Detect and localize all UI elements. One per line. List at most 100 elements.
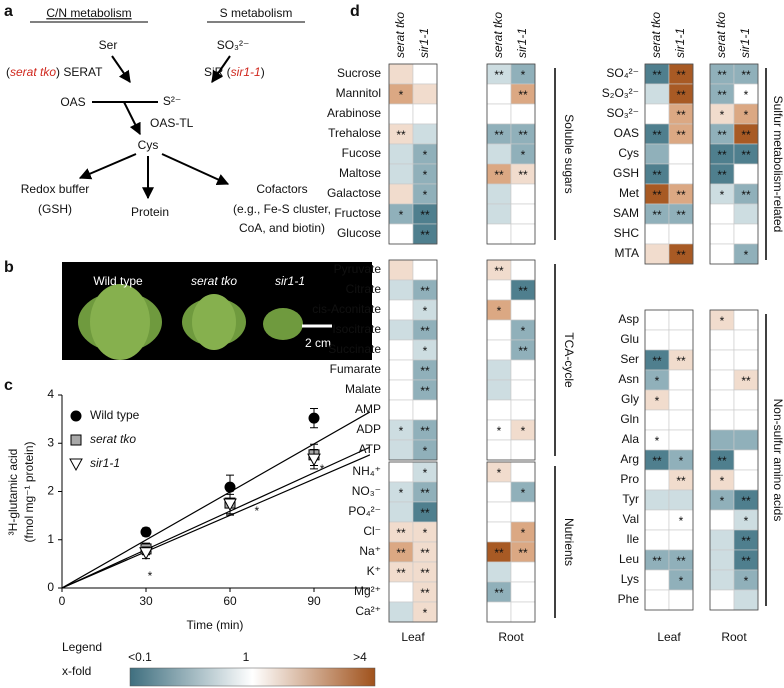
metabolite: Cys [138, 138, 159, 152]
heatmap-cell [644, 569, 670, 591]
row-label: Mannitol [336, 86, 381, 100]
heatmap-cell [510, 203, 536, 225]
heatmap-cell [510, 501, 536, 523]
significance: * [720, 108, 725, 122]
row-label: Cl⁻ [363, 524, 381, 538]
y-tick-label: 0 [47, 580, 54, 594]
block-outline [486, 63, 536, 245]
heatmap-cell [668, 409, 694, 431]
point [308, 412, 320, 424]
legend-label: Wild type [90, 408, 140, 422]
significance: ** [652, 168, 662, 182]
row-label: Isocitrate [332, 322, 381, 336]
heatmap-cell [486, 339, 512, 361]
heatmap-cell [644, 469, 670, 491]
row-label: Fucose [342, 146, 382, 160]
row-label: MTA [615, 246, 639, 260]
row-label: SHC [614, 226, 640, 240]
significance: ** [420, 284, 430, 298]
legend-title: Legend [62, 640, 102, 654]
annotation: * [320, 462, 325, 476]
row-label: Fumarate [330, 362, 382, 376]
significance: * [423, 606, 428, 620]
significance: ** [494, 68, 504, 82]
heatmap-cell [668, 369, 694, 391]
heatmap-cell [709, 409, 735, 431]
arrow [111, 55, 131, 83]
heatmap-cell [486, 521, 512, 543]
significance: ** [676, 248, 686, 262]
heatmap-cell [733, 223, 759, 245]
row-label: Malate [345, 382, 381, 396]
significance: ** [518, 88, 528, 102]
group-label: Soluble sugars [562, 114, 576, 193]
arrow [123, 101, 141, 136]
row-label: Maltose [339, 166, 381, 180]
row-label: Pyruvate [334, 262, 382, 276]
significance: * [679, 574, 684, 588]
heatmap-cell [412, 399, 438, 421]
row-label: NO₃⁻ [352, 484, 381, 498]
heatmap-cell [733, 589, 759, 611]
annotation: * [255, 504, 260, 518]
column-header: sir1-1 [417, 28, 431, 58]
heatmap-cell [644, 223, 670, 245]
heatmap-cell [486, 379, 512, 401]
column-header: sir1-1 [673, 28, 687, 58]
significance: ** [717, 168, 727, 182]
significance: * [423, 148, 428, 162]
heatmap-cell [709, 243, 735, 265]
text: ) [261, 65, 265, 79]
significance: * [423, 304, 428, 318]
metabolite: OAS [60, 95, 85, 109]
heatmap-cell [412, 123, 438, 145]
point [70, 434, 82, 446]
significance: * [744, 108, 749, 122]
y-tick-label: 1 [47, 532, 54, 546]
row-label: Ser [620, 352, 639, 366]
significance: ** [652, 454, 662, 468]
significance: ** [396, 128, 406, 142]
heatmap-cell [644, 589, 670, 611]
significance: ** [741, 554, 751, 568]
block-outline [388, 63, 438, 245]
significance: * [655, 394, 660, 408]
point [70, 410, 82, 422]
row-label: Glucose [337, 226, 381, 240]
heatmap-cell [644, 489, 670, 511]
significance: ** [717, 128, 727, 142]
significance: ** [741, 188, 751, 202]
heatmap-cell [486, 103, 512, 125]
legend-label: 1 [243, 650, 250, 664]
significance: * [423, 344, 428, 358]
point [139, 547, 153, 560]
group-label: Sulfur metabolism-related [771, 96, 784, 233]
significance: ** [494, 264, 504, 278]
significance: ** [518, 128, 528, 142]
row-label: ADP [356, 422, 381, 436]
heatmap-cell [388, 279, 414, 301]
significance: * [679, 514, 684, 528]
column-header: serat tko [393, 12, 407, 58]
scale-label: 2 cm [305, 336, 331, 350]
heatmap-cell [510, 359, 536, 381]
significance: ** [652, 208, 662, 222]
significance: ** [396, 546, 406, 560]
significance: ** [741, 494, 751, 508]
x-tick-label: 0 [59, 594, 66, 608]
significance: ** [494, 128, 504, 142]
heatmap-cell [644, 83, 670, 105]
heatmap-cell [733, 163, 759, 185]
photo-label: serat tko [191, 274, 237, 288]
heatmap-cell [644, 409, 670, 431]
column-header: serat tko [649, 12, 663, 58]
heatmap-cell [388, 601, 414, 623]
photo-label: Wild type [93, 274, 143, 288]
block-outline [644, 63, 694, 265]
plant [263, 308, 303, 340]
significance: * [679, 454, 684, 468]
significance: ** [676, 354, 686, 368]
significance: ** [420, 208, 430, 222]
pathway-title: S metabolism [220, 6, 293, 20]
row-label: PO₄²⁻ [348, 504, 381, 518]
